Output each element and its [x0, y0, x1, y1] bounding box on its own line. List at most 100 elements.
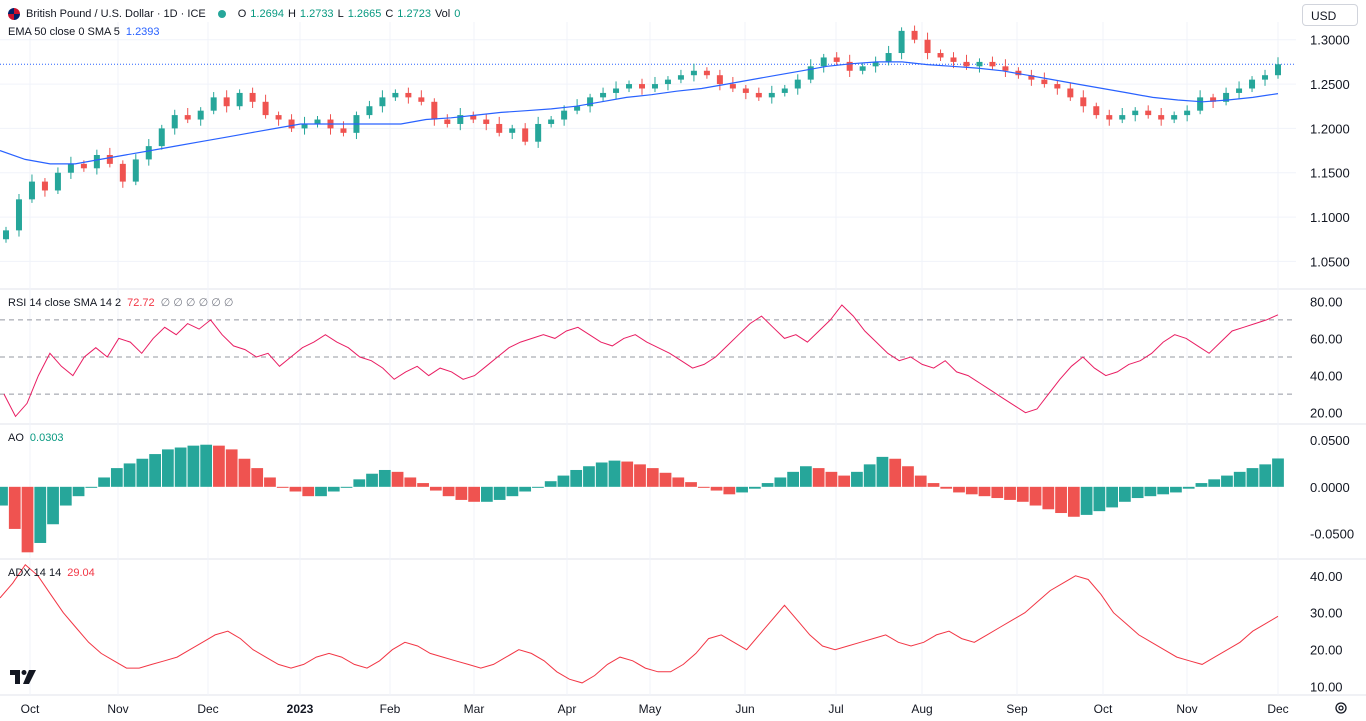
ao-bar [748, 486, 761, 489]
ao-bar [838, 475, 851, 487]
ao-tick-label: 0.0000 [1310, 480, 1350, 495]
candle-body [418, 97, 425, 102]
candle-body [574, 106, 581, 111]
candle-body [314, 119, 321, 124]
candle-body [431, 101, 438, 120]
time-tick-label: Oct [1094, 702, 1113, 716]
candle-body [794, 79, 801, 89]
time-tick-label: Oct [21, 702, 40, 716]
ao-bar [47, 486, 59, 525]
symbol-title[interactable]: British Pound / U.S. Dollar · 1D · ICE [26, 8, 206, 20]
time-tick-label: Sep [1006, 702, 1028, 716]
candle-body [561, 110, 568, 120]
candle-body [872, 61, 879, 67]
candle-body [522, 128, 529, 142]
ohlc-vol-value: 0 [454, 8, 461, 20]
ao-bar [1119, 486, 1131, 502]
candle-body [119, 163, 126, 182]
ao-bar [391, 471, 404, 487]
candle-body [639, 84, 645, 89]
ao-bar [1106, 486, 1118, 508]
candle-body [158, 128, 165, 147]
candle-body [859, 66, 866, 71]
ao-bar [774, 477, 787, 487]
candle-body [1041, 79, 1048, 85]
ao-bar [672, 477, 685, 487]
time-tick-label: Apr [558, 702, 577, 716]
candle-body [664, 79, 671, 85]
ohlc-close-value: 1.2723 [397, 8, 431, 20]
candle-body [405, 92, 412, 98]
adx-legend[interactable]: ADX 14 14 29.04 [8, 566, 95, 580]
ao-bar [965, 486, 978, 495]
ao-bar [455, 486, 468, 500]
ema-legend[interactable]: EMA 50 close 0 SMA 5 1.2393 [8, 25, 160, 39]
candle-body [1223, 92, 1230, 102]
candle-body [288, 119, 295, 129]
time-tick-label: May [639, 702, 662, 716]
candle-body [184, 115, 191, 120]
candle-body [548, 119, 555, 124]
candle-body [1197, 97, 1204, 111]
tradingview-logo-icon[interactable] [10, 668, 36, 686]
ao-bar [1195, 483, 1208, 487]
time-tick-label: Mar [464, 702, 485, 716]
ao-bar [1246, 468, 1259, 487]
ao-bar [1157, 486, 1170, 495]
candle-body [106, 155, 113, 164]
ao-bar [404, 477, 417, 487]
gear-icon[interactable] [1334, 701, 1348, 715]
candle-body [236, 92, 243, 107]
ao-label: AO [8, 432, 24, 444]
ao-bar [21, 486, 34, 553]
ao-bar [378, 469, 391, 487]
ao-bar [953, 486, 965, 493]
rsi-value: 72.72 [127, 297, 155, 309]
candle-body [483, 119, 490, 124]
adx-value: 29.04 [67, 567, 95, 579]
ao-bar [1067, 486, 1080, 517]
candle-body [716, 75, 723, 85]
adx-pane [0, 563, 1279, 684]
adx-tick-label: 10.00 [1310, 680, 1343, 695]
price-candles [3, 25, 1281, 243]
ao-bar [685, 482, 697, 487]
candle-body [600, 92, 607, 98]
ao-bar [659, 472, 672, 487]
candle-body [457, 115, 464, 124]
ao-bar [34, 486, 47, 543]
ohlc-low-key: L [337, 8, 344, 20]
candle-body [898, 30, 905, 54]
candle-body [93, 155, 100, 169]
ohlc-close-key: C [385, 8, 394, 20]
ao-bar [736, 486, 748, 493]
candle-body [1002, 66, 1009, 71]
ao-bar [468, 486, 480, 502]
ao-bar [1093, 486, 1106, 512]
ema-50-line [0, 61, 1279, 165]
ao-bar [723, 486, 736, 495]
rsi-empty-values: ∅ ∅ ∅ ∅ ∅ ∅ [160, 297, 234, 309]
candle-body [833, 57, 840, 62]
candle-body [470, 115, 477, 120]
ao-bar [940, 486, 953, 489]
ao-legend[interactable]: AO 0.0303 [8, 431, 64, 445]
time-axis: Oct Nov Dec 2023 Feb Mar Apr May Jun Jul Aug Sep Oct… [21, 702, 1289, 716]
candle-body [755, 92, 762, 98]
rsi-pane [0, 304, 1296, 418]
ao-bar [200, 444, 213, 487]
candle-body [1210, 97, 1217, 102]
candle-body [677, 75, 684, 80]
candle-body [340, 128, 347, 133]
rsi-legend[interactable]: RSI 14 close SMA 14 2 72.72 ∅ ∅ ∅ ∅ ∅ ∅ [8, 296, 233, 310]
ao-bar [315, 486, 327, 497]
ao-bar [59, 486, 72, 506]
currency-selector[interactable]: USD [1302, 4, 1358, 26]
candle-body [703, 70, 710, 76]
ao-bar [162, 449, 174, 487]
candle-body [587, 97, 594, 107]
ao-bar [506, 486, 519, 497]
price-tick-label: 1.3000 [1310, 33, 1350, 48]
ao-bar [1233, 471, 1246, 487]
